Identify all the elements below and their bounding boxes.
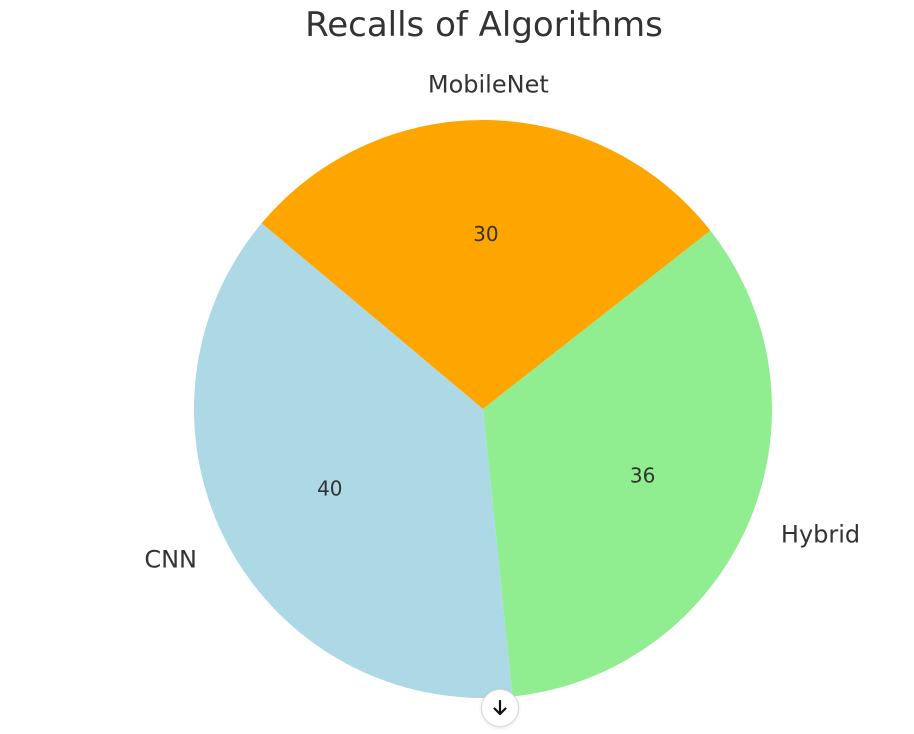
value-label-cnn: 40 [317, 477, 342, 501]
chart-title: Recalls of Algorithms [305, 5, 663, 45]
value-label-mobilenet: 30 [473, 222, 498, 246]
slice-label-hybrid: Hybrid [781, 521, 860, 549]
pie-slice-mobilenet [261, 120, 711, 409]
value-label-hybrid: 36 [630, 463, 655, 487]
scroll-down-button[interactable] [481, 689, 519, 727]
pie-slice-cnn [194, 223, 513, 698]
arrow-down-icon [493, 699, 507, 716]
slice-label-mobilenet: MobileNet [428, 70, 549, 98]
slice-label-cnn: CNN [144, 546, 197, 574]
pie-slice-hybrid [483, 230, 773, 697]
